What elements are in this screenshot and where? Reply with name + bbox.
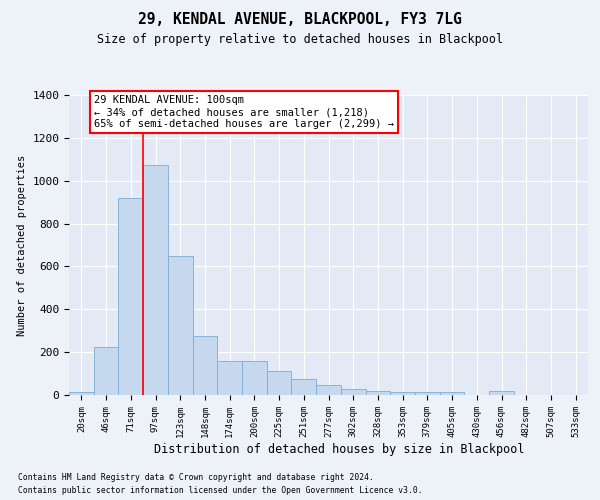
- Bar: [365, 390, 390, 395]
- Text: 29 KENDAL AVENUE: 100sqm
← 34% of detached houses are smaller (1,218)
65% of sem: 29 KENDAL AVENUE: 100sqm ← 34% of detach…: [94, 96, 394, 128]
- Bar: [316, 386, 341, 395]
- Bar: [341, 388, 365, 395]
- Bar: [489, 390, 514, 395]
- Bar: [415, 392, 440, 395]
- Bar: [168, 256, 193, 395]
- Bar: [440, 392, 464, 395]
- Bar: [292, 379, 316, 395]
- Bar: [267, 372, 292, 395]
- Bar: [242, 360, 267, 395]
- Bar: [193, 336, 217, 395]
- Text: Size of property relative to detached houses in Blackpool: Size of property relative to detached ho…: [97, 32, 503, 46]
- Text: Contains HM Land Registry data © Crown copyright and database right 2024.: Contains HM Land Registry data © Crown c…: [18, 472, 374, 482]
- Bar: [118, 198, 143, 395]
- Text: Distribution of detached houses by size in Blackpool: Distribution of detached houses by size …: [154, 442, 524, 456]
- Bar: [143, 164, 168, 395]
- Bar: [217, 360, 242, 395]
- Text: Contains public sector information licensed under the Open Government Licence v3: Contains public sector information licen…: [18, 486, 422, 495]
- Text: 29, KENDAL AVENUE, BLACKPOOL, FY3 7LG: 29, KENDAL AVENUE, BLACKPOOL, FY3 7LG: [138, 12, 462, 28]
- Y-axis label: Number of detached properties: Number of detached properties: [17, 154, 27, 336]
- Bar: [69, 392, 94, 395]
- Bar: [390, 392, 415, 395]
- Bar: [94, 347, 118, 395]
